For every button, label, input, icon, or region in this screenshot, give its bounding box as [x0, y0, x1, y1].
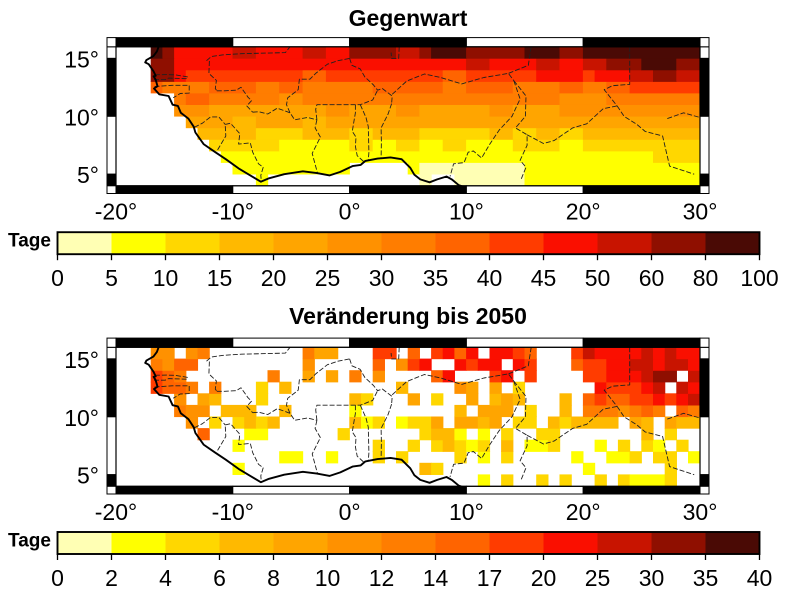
svg-text:15°: 15° — [64, 347, 99, 373]
svg-text:20: 20 — [261, 265, 287, 291]
svg-text:5: 5 — [105, 265, 118, 291]
svg-text:Gegenwart: Gegenwart — [349, 5, 468, 31]
svg-text:10: 10 — [153, 265, 179, 291]
svg-text:-10°: -10° — [212, 499, 254, 525]
svg-text:30: 30 — [369, 265, 395, 291]
svg-text:25: 25 — [315, 265, 341, 291]
svg-text:5°: 5° — [77, 162, 99, 188]
svg-text:-20°: -20° — [95, 499, 137, 525]
svg-text:30: 30 — [639, 565, 665, 591]
svg-text:20°: 20° — [566, 499, 601, 525]
svg-text:4: 4 — [159, 565, 172, 591]
svg-text:10°: 10° — [449, 499, 484, 525]
svg-text:5°: 5° — [77, 463, 99, 489]
svg-text:40: 40 — [477, 265, 503, 291]
svg-text:8: 8 — [267, 565, 280, 591]
svg-text:40: 40 — [747, 565, 773, 591]
svg-text:20°: 20° — [566, 199, 601, 225]
svg-text:100: 100 — [740, 265, 778, 291]
svg-text:14: 14 — [423, 565, 449, 591]
svg-text:45: 45 — [531, 265, 557, 291]
svg-text:35: 35 — [693, 565, 719, 591]
svg-text:25: 25 — [585, 565, 611, 591]
svg-text:Tage: Tage — [8, 231, 51, 252]
svg-text:2: 2 — [105, 565, 118, 591]
svg-text:30°: 30° — [683, 499, 718, 525]
svg-text:50: 50 — [585, 265, 611, 291]
svg-text:Veränderung bis 2050: Veränderung bis 2050 — [289, 303, 527, 329]
svg-text:80: 80 — [693, 265, 719, 291]
svg-text:20: 20 — [531, 565, 557, 591]
svg-text:35: 35 — [423, 265, 449, 291]
svg-text:10°: 10° — [64, 405, 99, 431]
svg-text:60: 60 — [639, 265, 665, 291]
svg-text:-10°: -10° — [212, 199, 254, 225]
svg-text:15: 15 — [207, 265, 233, 291]
svg-text:12: 12 — [369, 565, 395, 591]
svg-text:0: 0 — [51, 565, 64, 591]
svg-text:10°: 10° — [449, 199, 484, 225]
svg-text:-20°: -20° — [95, 199, 137, 225]
svg-text:30°: 30° — [683, 199, 718, 225]
svg-text:0: 0 — [51, 265, 64, 291]
svg-text:Tage: Tage — [8, 530, 51, 551]
svg-text:0°: 0° — [339, 199, 361, 225]
svg-text:0°: 0° — [339, 499, 361, 525]
svg-text:17: 17 — [477, 565, 503, 591]
svg-text:15°: 15° — [64, 46, 99, 72]
svg-text:10°: 10° — [64, 104, 99, 130]
svg-text:10: 10 — [315, 565, 341, 591]
svg-text:6: 6 — [213, 565, 226, 591]
